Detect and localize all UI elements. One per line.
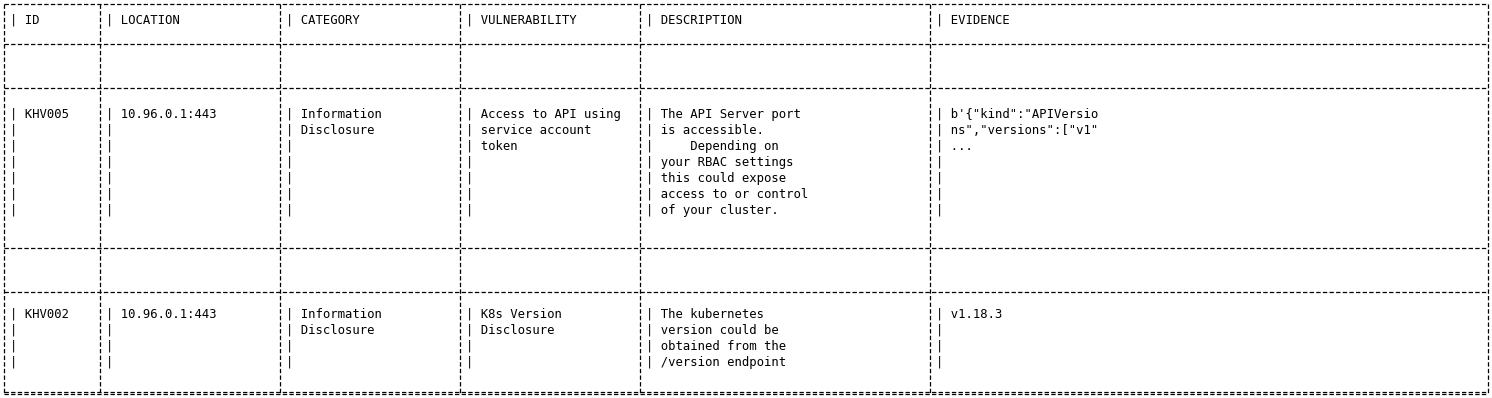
Text: |: |: [106, 188, 113, 201]
Text: |: |: [10, 156, 18, 169]
Text: | is accessible.: | is accessible.: [646, 124, 764, 137]
Text: | EVIDENCE: | EVIDENCE: [935, 14, 1010, 27]
Text: |: |: [935, 204, 943, 217]
Text: |: |: [10, 324, 18, 337]
Text: |: |: [466, 172, 473, 185]
Text: |: |: [286, 156, 294, 169]
Text: | K8s Version: | K8s Version: [466, 308, 562, 321]
Text: | Disclosure: | Disclosure: [466, 324, 555, 337]
Text: | CATEGORY: | CATEGORY: [286, 14, 360, 27]
Text: | Information: | Information: [286, 308, 382, 321]
Text: |: |: [106, 172, 113, 185]
Text: | VULNERABILITY: | VULNERABILITY: [466, 14, 576, 27]
Text: |: |: [466, 156, 473, 169]
Text: |: |: [10, 172, 18, 185]
Text: |: |: [106, 356, 113, 369]
Text: | Access to API using: | Access to API using: [466, 108, 621, 121]
Text: | ID: | ID: [10, 14, 39, 27]
Text: |: |: [286, 204, 294, 217]
Text: | Disclosure: | Disclosure: [286, 124, 374, 137]
Text: | /version endpoint: | /version endpoint: [646, 356, 786, 369]
Text: |: |: [286, 172, 294, 185]
Text: | The kubernetes: | The kubernetes: [646, 308, 764, 321]
Text: |: |: [10, 188, 18, 201]
Text: | KHV002: | KHV002: [10, 308, 69, 321]
Text: | this could expose: | this could expose: [646, 172, 786, 185]
Text: | token: | token: [466, 140, 518, 153]
Text: |: |: [935, 156, 943, 169]
Text: |: |: [106, 340, 113, 353]
Text: | 10.96.0.1:443: | 10.96.0.1:443: [106, 308, 216, 321]
Text: |: |: [286, 140, 294, 153]
Text: |: |: [935, 356, 943, 369]
Text: | KHV005: | KHV005: [10, 108, 69, 121]
Text: | DESCRIPTION: | DESCRIPTION: [646, 14, 742, 27]
Text: |: |: [10, 356, 18, 369]
Text: | ns","versions":["v1": | ns","versions":["v1": [935, 124, 1098, 137]
Text: |: |: [466, 356, 473, 369]
Text: |: |: [10, 340, 18, 353]
Text: | obtained from the: | obtained from the: [646, 340, 786, 353]
Text: |: |: [935, 188, 943, 201]
Text: |: |: [935, 172, 943, 185]
Text: | version could be: | version could be: [646, 324, 779, 337]
Text: | b'{"kind":"APIVersio: | b'{"kind":"APIVersio: [935, 108, 1098, 121]
Text: | your RBAC settings: | your RBAC settings: [646, 156, 794, 169]
Text: |: |: [286, 340, 294, 353]
Text: |: |: [106, 204, 113, 217]
Text: | service account: | service account: [466, 124, 591, 137]
Text: |: |: [286, 356, 294, 369]
Text: |: |: [466, 188, 473, 201]
Text: | The API Server port: | The API Server port: [646, 108, 801, 121]
Text: | v1.18.3: | v1.18.3: [935, 308, 1003, 321]
Text: | ...: | ...: [935, 140, 973, 153]
Text: |: |: [10, 124, 18, 137]
Text: |: |: [286, 188, 294, 201]
Text: |: |: [10, 140, 18, 153]
Text: | Disclosure: | Disclosure: [286, 324, 374, 337]
Text: | Information: | Information: [286, 108, 382, 121]
Text: |: |: [935, 340, 943, 353]
Text: | of your cluster.: | of your cluster.: [646, 204, 779, 217]
Text: |: |: [106, 324, 113, 337]
Text: |: |: [10, 204, 18, 217]
Text: | 10.96.0.1:443: | 10.96.0.1:443: [106, 108, 216, 121]
Text: |     Depending on: | Depending on: [646, 140, 779, 153]
Text: |: |: [935, 324, 943, 337]
Text: |: |: [106, 156, 113, 169]
Text: |: |: [466, 340, 473, 353]
Text: |: |: [106, 140, 113, 153]
Text: |: |: [106, 124, 113, 137]
Text: | access to or control: | access to or control: [646, 188, 809, 201]
Text: | LOCATION: | LOCATION: [106, 14, 179, 27]
Text: |: |: [466, 204, 473, 217]
